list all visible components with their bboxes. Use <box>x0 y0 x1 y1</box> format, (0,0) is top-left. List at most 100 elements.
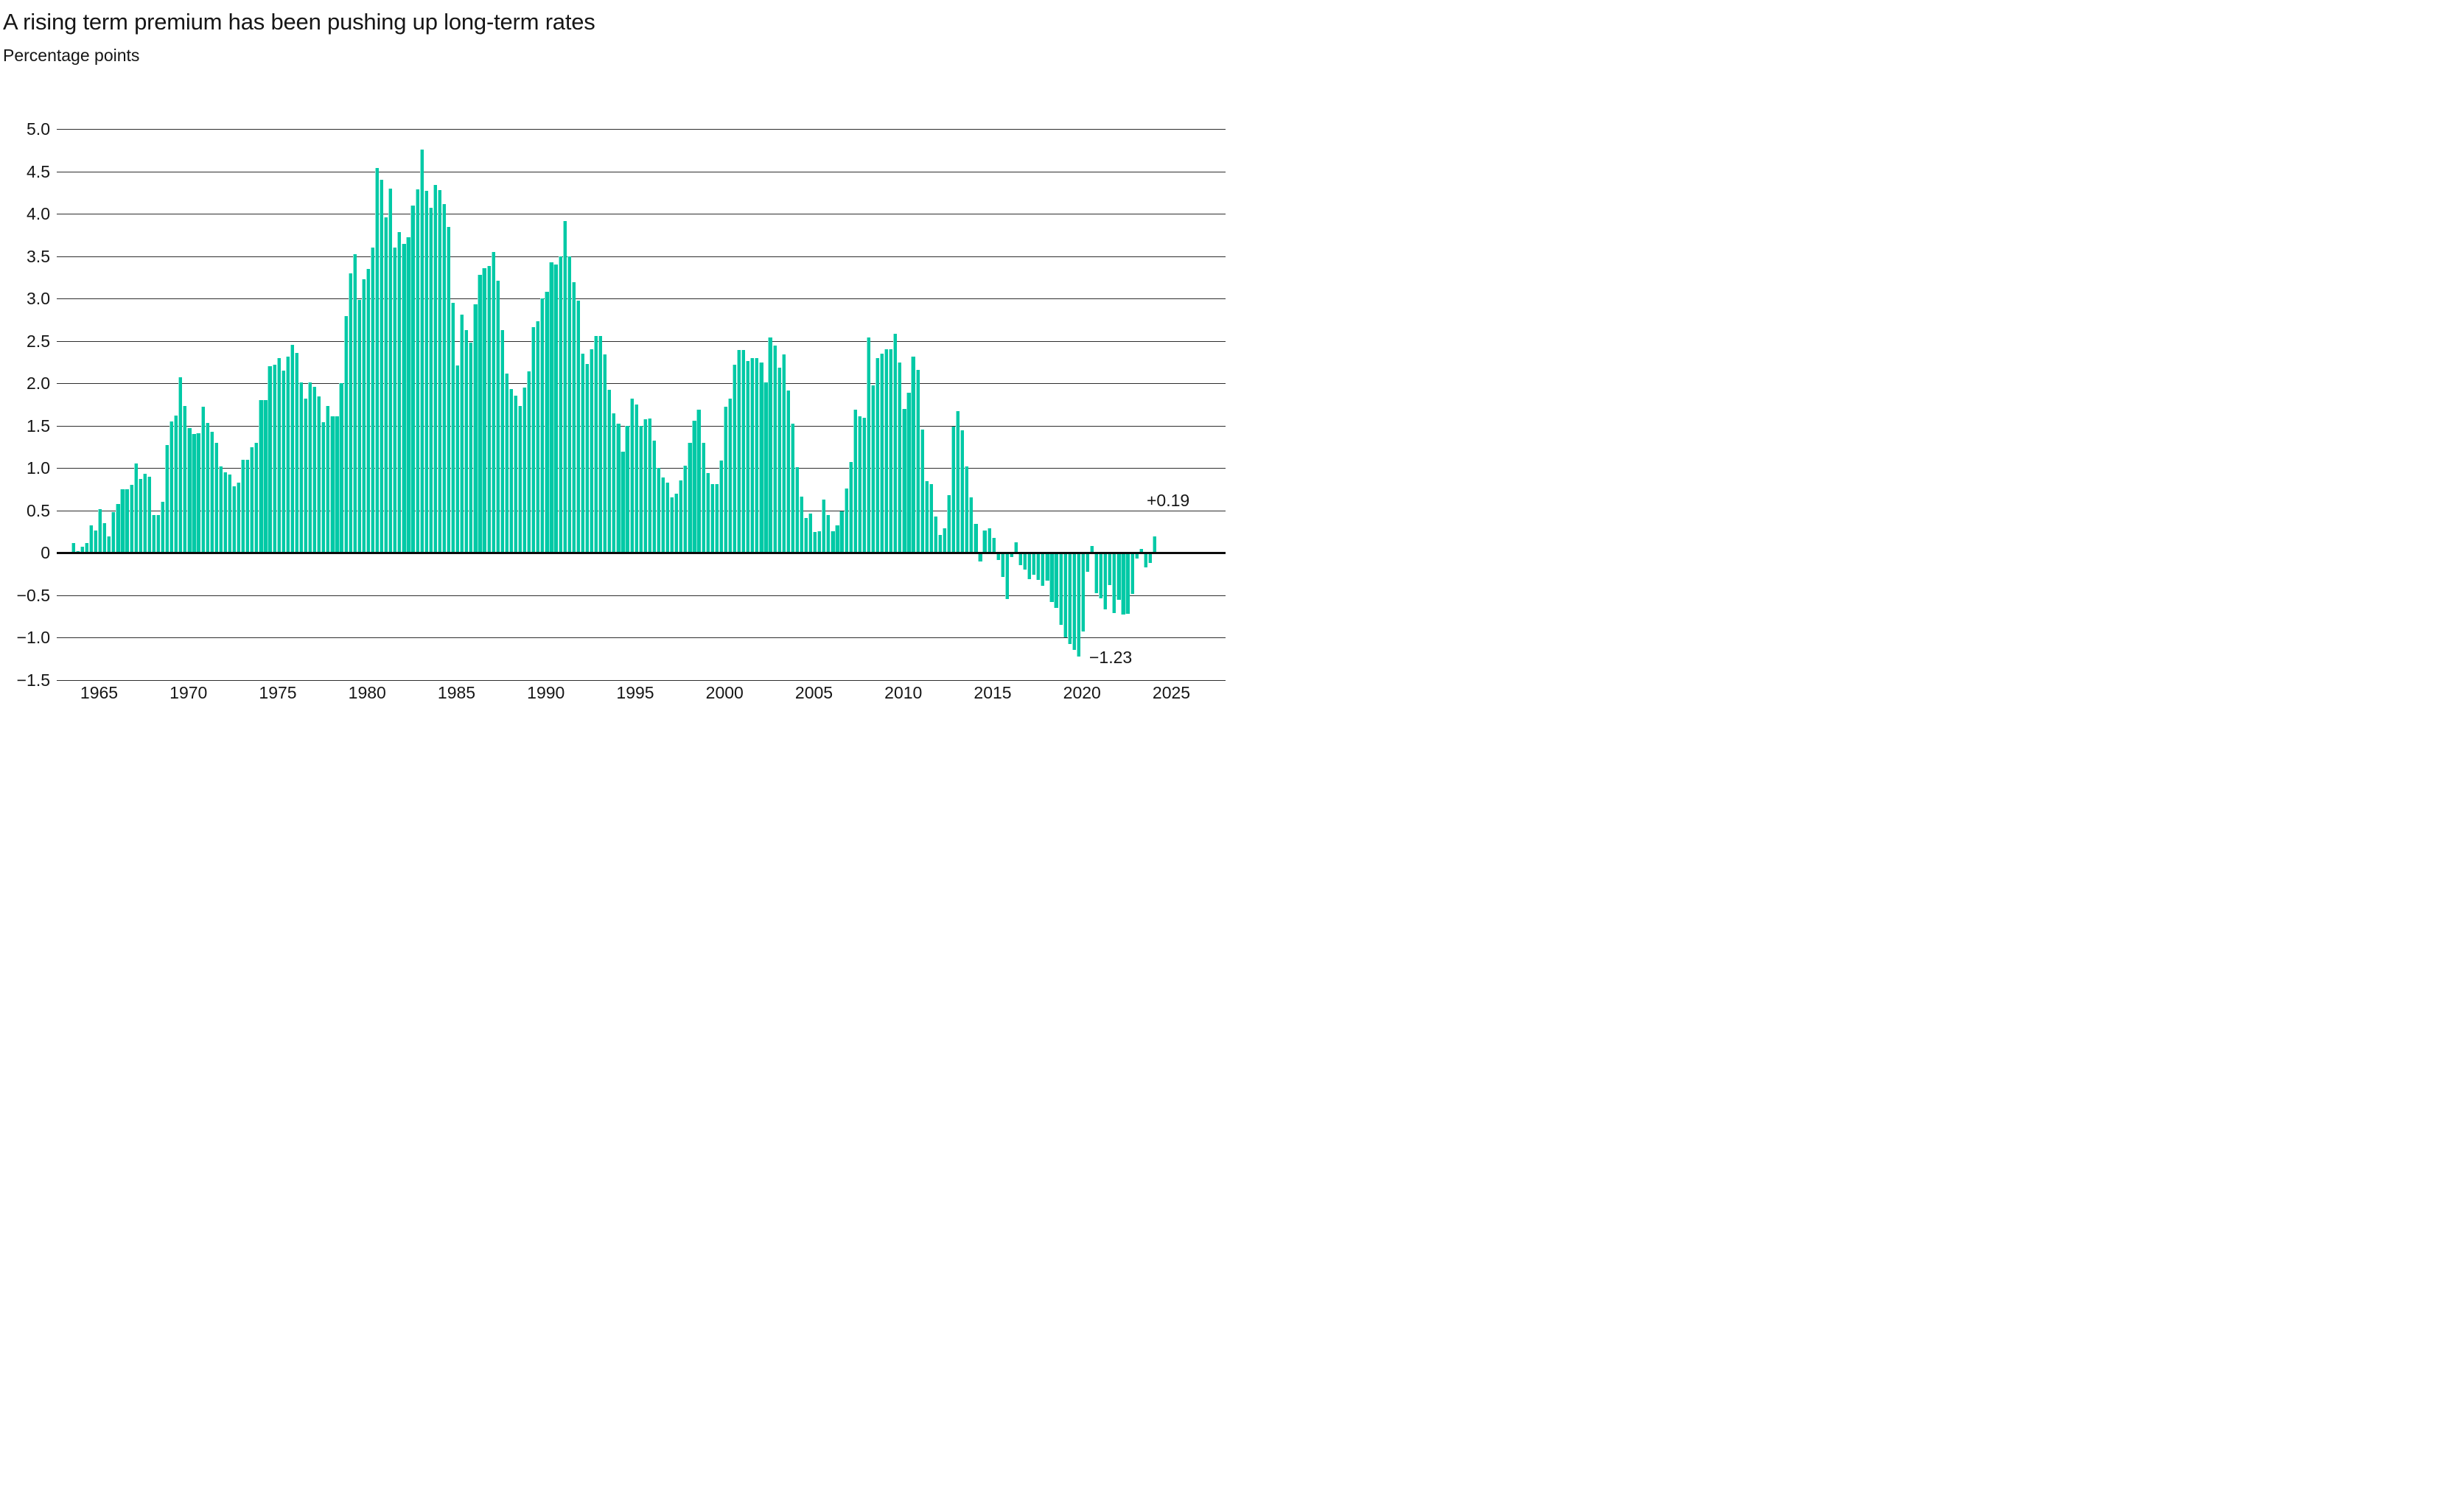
y-tick-label: 1.0 <box>27 458 50 477</box>
bar <box>924 481 929 553</box>
bar <box>1018 553 1023 566</box>
bar <box>1036 553 1041 580</box>
bar <box>298 382 304 553</box>
bar <box>576 301 580 553</box>
bar <box>1080 553 1085 631</box>
bar <box>1032 553 1036 575</box>
bar <box>441 204 447 553</box>
bar <box>1072 553 1076 651</box>
bar <box>768 337 772 553</box>
bar <box>522 387 527 553</box>
bar <box>880 353 884 553</box>
gridline <box>57 340 1226 342</box>
bar <box>853 409 857 553</box>
bar <box>656 468 661 553</box>
bar <box>866 337 870 553</box>
bar <box>643 419 647 553</box>
bar <box>562 221 567 553</box>
bar <box>107 536 111 553</box>
bar <box>996 553 1000 561</box>
bar <box>861 418 866 553</box>
bar <box>321 421 326 553</box>
bar <box>357 300 361 553</box>
bar <box>937 534 942 553</box>
gridline <box>57 383 1226 384</box>
y-tick-label: 4.0 <box>27 204 50 223</box>
bar <box>991 538 996 553</box>
bar <box>285 357 290 553</box>
bar <box>884 349 889 553</box>
bar <box>1094 553 1099 594</box>
bar <box>250 447 254 553</box>
bar <box>437 189 441 553</box>
gridline <box>57 129 1226 130</box>
bar <box>326 406 330 553</box>
bar <box>737 350 741 553</box>
bar <box>263 400 268 553</box>
bar <box>915 369 920 553</box>
bar <box>1112 553 1116 613</box>
bar <box>965 466 969 553</box>
bar <box>214 442 218 553</box>
bar <box>397 232 402 553</box>
bar <box>705 472 710 553</box>
bar <box>1013 542 1018 553</box>
bar <box>1085 553 1090 573</box>
bar <box>335 416 339 553</box>
bar <box>125 489 129 553</box>
bar <box>946 494 951 553</box>
bar <box>116 504 120 553</box>
chart-canvas: A rising term premium has been pushing u… <box>0 0 1228 756</box>
bar <box>71 543 75 553</box>
bar <box>536 321 540 553</box>
bar <box>772 346 777 553</box>
bar <box>259 400 263 553</box>
bar <box>956 410 960 553</box>
bar <box>1000 553 1004 578</box>
bar <box>460 314 464 553</box>
bar <box>674 493 679 553</box>
bar <box>508 389 513 553</box>
bar <box>308 382 312 553</box>
bar <box>920 430 924 553</box>
bar <box>1125 553 1130 614</box>
bar <box>1058 553 1063 625</box>
bar <box>1147 553 1152 563</box>
bar <box>218 466 223 553</box>
bar <box>889 349 893 553</box>
bar <box>75 550 80 553</box>
bar <box>482 267 486 553</box>
bar <box>987 528 991 553</box>
annotation-min-value: −1.23 <box>1089 648 1133 667</box>
bar <box>584 363 590 553</box>
bar <box>205 423 209 553</box>
bar <box>893 334 898 553</box>
bar <box>495 280 500 553</box>
bar <box>629 398 634 553</box>
bar <box>361 279 366 553</box>
bar <box>192 434 196 553</box>
bar <box>290 345 294 553</box>
bar <box>160 502 165 553</box>
bar <box>1067 553 1072 645</box>
bar <box>978 553 982 561</box>
bar <box>330 416 335 553</box>
bar <box>486 266 491 553</box>
bar <box>428 207 433 553</box>
bar <box>223 472 227 553</box>
bar <box>1041 553 1045 586</box>
bar <box>352 254 357 553</box>
x-tick-label: 1970 <box>169 683 208 702</box>
x-tick-label: 1975 <box>259 683 297 702</box>
bar <box>142 474 147 553</box>
bar <box>1139 549 1143 553</box>
bar <box>1099 553 1103 599</box>
bar <box>294 352 298 553</box>
bar <box>129 485 133 553</box>
bar <box>974 523 978 553</box>
bar <box>1152 536 1156 553</box>
y-tick-label: 2.0 <box>27 374 50 393</box>
bar <box>178 377 183 553</box>
bar <box>794 466 799 553</box>
bar <box>317 396 321 553</box>
